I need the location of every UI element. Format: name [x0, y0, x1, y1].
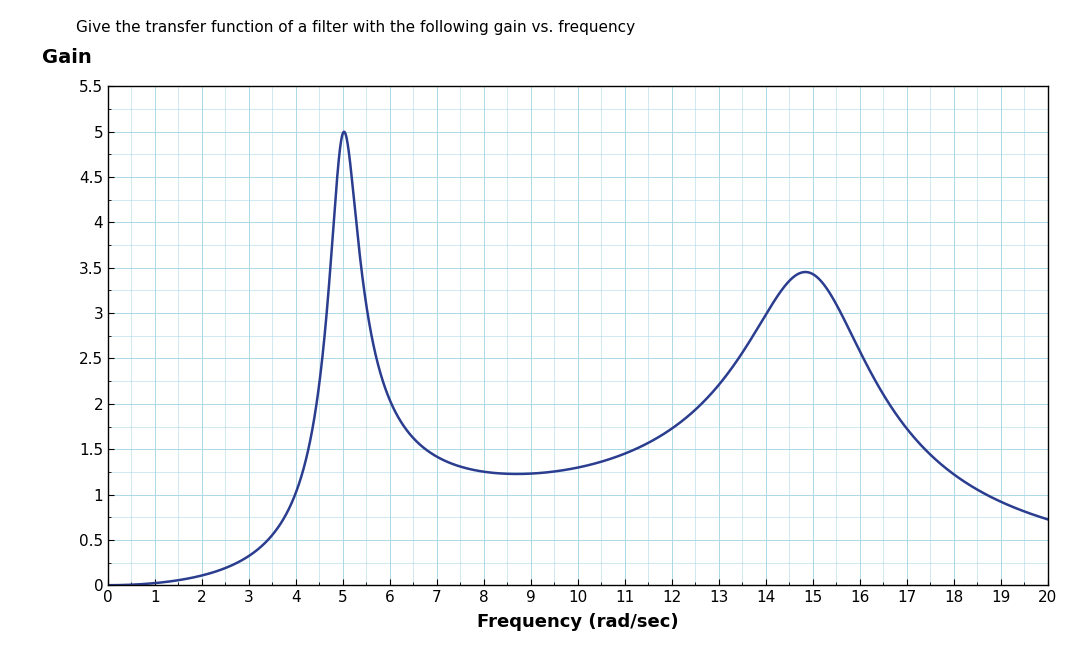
Text: Gain: Gain: [42, 47, 92, 66]
Text: Give the transfer function of a filter with the following gain vs. frequency: Give the transfer function of a filter w…: [76, 20, 635, 35]
X-axis label: Frequency (rad/sec): Frequency (rad/sec): [477, 613, 678, 631]
